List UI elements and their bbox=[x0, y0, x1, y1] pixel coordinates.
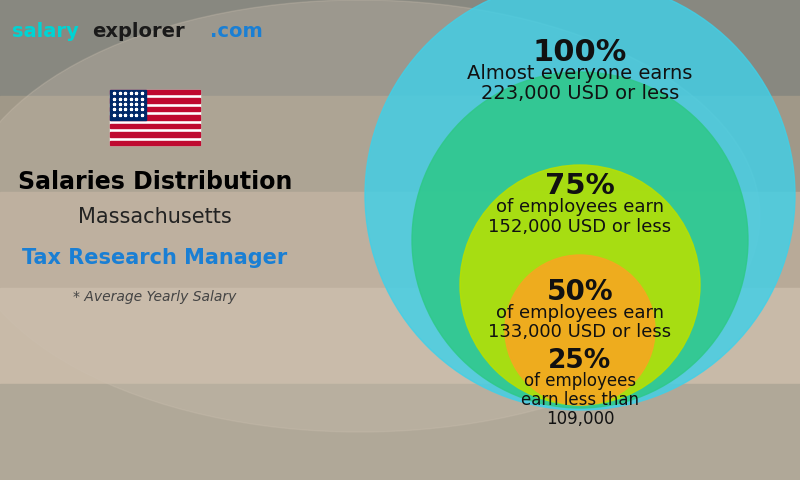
Text: 50%: 50% bbox=[546, 278, 614, 306]
Text: 109,000: 109,000 bbox=[546, 410, 614, 428]
Text: explorer: explorer bbox=[92, 22, 185, 41]
Circle shape bbox=[460, 165, 700, 405]
Text: * Average Yearly Salary: * Average Yearly Salary bbox=[74, 290, 237, 304]
Bar bbox=[0, 0, 800, 96]
Bar bbox=[110, 132, 200, 136]
Bar bbox=[110, 141, 200, 145]
Text: 152,000 USD or less: 152,000 USD or less bbox=[489, 218, 671, 236]
Circle shape bbox=[365, 0, 795, 410]
Bar bbox=[110, 90, 200, 94]
Circle shape bbox=[412, 72, 748, 408]
Bar bbox=[110, 124, 200, 128]
Text: salary: salary bbox=[12, 22, 78, 41]
Bar bbox=[0, 192, 800, 288]
Text: Salaries Distribution: Salaries Distribution bbox=[18, 170, 292, 194]
Bar bbox=[0, 96, 800, 192]
Bar bbox=[110, 115, 200, 120]
Text: 223,000 USD or less: 223,000 USD or less bbox=[481, 84, 679, 103]
Bar bbox=[0, 288, 800, 384]
Bar bbox=[110, 90, 146, 120]
Bar bbox=[110, 90, 200, 145]
Circle shape bbox=[505, 255, 655, 405]
Text: 133,000 USD or less: 133,000 USD or less bbox=[489, 323, 671, 341]
Text: Almost everyone earns: Almost everyone earns bbox=[467, 64, 693, 83]
Bar bbox=[110, 98, 200, 103]
Text: of employees earn: of employees earn bbox=[496, 198, 664, 216]
Text: 25%: 25% bbox=[548, 348, 612, 374]
Text: 75%: 75% bbox=[545, 172, 615, 200]
Bar bbox=[110, 107, 200, 111]
Text: 100%: 100% bbox=[533, 38, 627, 67]
Bar bbox=[0, 384, 800, 480]
Text: earn less than: earn less than bbox=[521, 391, 639, 409]
Text: of employees: of employees bbox=[524, 372, 636, 390]
Text: Massachusetts: Massachusetts bbox=[78, 207, 232, 227]
Ellipse shape bbox=[0, 0, 760, 432]
Text: of employees earn: of employees earn bbox=[496, 304, 664, 322]
Text: .com: .com bbox=[210, 22, 262, 41]
Text: Tax Research Manager: Tax Research Manager bbox=[22, 248, 288, 268]
